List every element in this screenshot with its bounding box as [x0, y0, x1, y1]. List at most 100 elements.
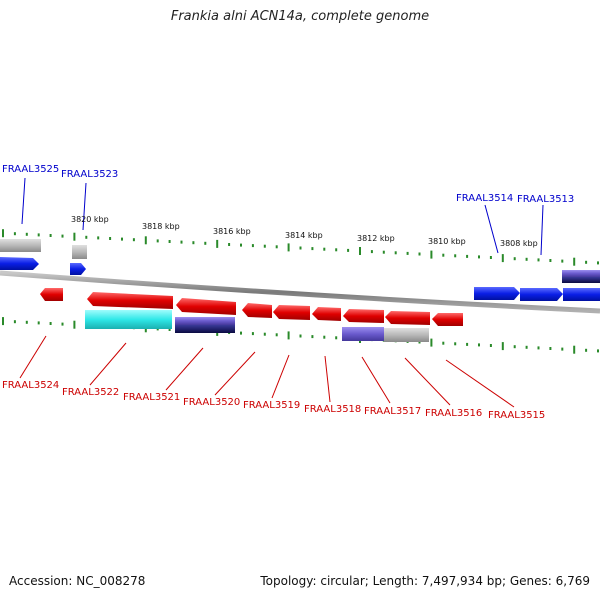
major-tick [501, 254, 504, 263]
gene-label-fraal3523[interactable]: FRAAL3523 [61, 169, 118, 180]
minor-tick [585, 348, 588, 352]
minor-tick [478, 255, 480, 259]
major-tick [573, 257, 576, 266]
minor-tick [466, 342, 469, 346]
minor-tick [251, 332, 254, 336]
gene-feature-fraal3525[interactable] [0, 239, 41, 252]
reverse-leader-lines [19, 335, 515, 408]
gene-label-fraal3519[interactable]: FRAAL3519 [243, 400, 300, 411]
minor-tick [561, 347, 564, 351]
minor-tick [13, 320, 16, 324]
minor-tick [109, 237, 112, 240]
minor-tick [37, 321, 40, 325]
minor-tick [323, 335, 326, 339]
major-tick [501, 342, 504, 351]
major-tick [73, 232, 76, 241]
major-tick [359, 247, 361, 255]
minor-tick [61, 322, 64, 326]
cds-arrow-fraal3525[interactable] [0, 257, 39, 270]
gene-label-fraal3517[interactable]: FRAAL3517 [364, 406, 421, 417]
minor-tick [240, 331, 242, 335]
cds-arrow-fraal3521[interactable] [176, 298, 236, 315]
minor-tick [442, 341, 445, 345]
cds-arrow-fraal3515[interactable] [432, 313, 463, 326]
minor-tick [561, 259, 564, 263]
minor-tick [525, 257, 528, 261]
minor-tick [263, 244, 266, 248]
minor-tick [49, 322, 52, 325]
minor-tick [323, 247, 326, 251]
cds-arrow-fraal3524[interactable] [40, 288, 63, 301]
minor-tick [597, 261, 599, 265]
cds-arrow-fraal3517[interactable] [343, 309, 384, 323]
gene-label-fraal3524[interactable]: FRAAL3524 [2, 380, 59, 391]
cds-arrow-fraal3522[interactable] [87, 292, 173, 309]
minor-tick [394, 251, 397, 255]
gene-feature-fraal3523[interactable] [72, 245, 87, 259]
cds-arrow-fraal3520[interactable] [242, 303, 272, 318]
minor-tick [275, 333, 278, 337]
scale-ticks-top [2, 229, 599, 266]
forward-leader-lines [21, 177, 544, 256]
minor-tick [132, 238, 135, 242]
gene-label-fraal3525[interactable]: FRAAL3525 [2, 164, 59, 175]
minor-tick [180, 240, 183, 244]
cds-feature-right-edge[interactable] [563, 288, 600, 301]
major-tick [287, 331, 290, 340]
minor-tick [489, 344, 492, 347]
minor-tick [335, 336, 338, 340]
minor-tick [121, 237, 123, 241]
rrna-feature-fraal3522[interactable] [85, 310, 172, 329]
major-tick [430, 338, 433, 347]
minor-tick [549, 259, 552, 262]
major-tick [216, 239, 219, 248]
minor-tick [25, 232, 28, 236]
minor-tick [466, 254, 469, 258]
cds-arrow-fraal3516[interactable] [385, 311, 430, 325]
minor-tick [168, 328, 171, 331]
cds-arrow-fraal3523[interactable] [70, 263, 86, 275]
gene-label-fraal3520[interactable]: FRAAL3520 [183, 397, 240, 408]
scale-label-3818: 3818 kbp [142, 222, 180, 231]
gene-label-fraal3516[interactable]: FRAAL3516 [425, 408, 482, 419]
minor-tick [335, 248, 338, 252]
misc-feature-right-edge[interactable] [562, 270, 600, 277]
major-tick [430, 250, 433, 259]
major-tick [2, 229, 4, 238]
minor-tick [192, 241, 195, 245]
cds-arrow-fraal3518[interactable] [312, 307, 341, 321]
minor-tick [513, 345, 516, 349]
minor-tick [311, 247, 314, 251]
minor-tick [525, 345, 528, 349]
major-tick [2, 317, 4, 326]
cds-arrow-fraal3514[interactable] [474, 287, 520, 300]
minor-tick [347, 248, 350, 252]
minor-tick [311, 335, 314, 339]
cds-arrow-fraal3513[interactable] [520, 288, 563, 301]
minor-tick [549, 347, 552, 350]
misc-feature-fraal3521[interactable] [175, 317, 235, 325]
minor-tick [37, 233, 40, 237]
minor-tick [97, 236, 100, 240]
minor-tick [478, 343, 480, 347]
gene-label-fraal3518[interactable]: FRAAL3518 [304, 404, 361, 415]
gene-label-fraal3513[interactable]: FRAAL3513 [517, 194, 574, 205]
topology-text: Topology: circular; Length: 7,497,934 bp… [260, 574, 590, 588]
misc-feature-fraal3517[interactable] [342, 327, 384, 341]
minor-tick [382, 250, 385, 254]
cds-arrow-fraal3519[interactable] [273, 305, 310, 320]
scale-label-3816: 3816 kbp [213, 227, 251, 236]
gene-label-fraal3515[interactable]: FRAAL3515 [488, 410, 545, 421]
minor-tick [299, 334, 302, 338]
gene-label-fraal3521[interactable]: FRAAL3521 [123, 392, 180, 403]
gene-feature-fraal3516[interactable] [384, 328, 429, 342]
minor-tick [406, 251, 409, 255]
major-tick [144, 236, 147, 245]
misc-feature-fraal3521-dark[interactable] [175, 325, 235, 333]
scale-label-3814: 3814 kbp [285, 231, 323, 240]
gene-label-fraal3522[interactable]: FRAAL3522 [62, 387, 119, 398]
minor-tick [49, 234, 52, 237]
misc-feature-right-edge-dark[interactable] [562, 277, 600, 283]
minor-tick [275, 245, 278, 249]
gene-label-fraal3514[interactable]: FRAAL3514 [456, 193, 513, 204]
